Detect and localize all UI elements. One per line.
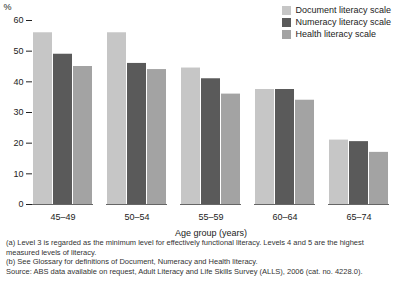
svg-text:0: 0 (18, 199, 23, 209)
html-text:Document literacy scale: Document literacy scale (295, 5, 391, 15)
svg-text:%: % (4, 2, 12, 12)
svg-text:Age group (years): Age group (years) (175, 228, 247, 238)
svg-text:55–59: 55–59 (198, 212, 223, 222)
svg-text:20: 20 (13, 138, 23, 148)
svg-text:40: 40 (13, 77, 23, 87)
svg-text:50: 50 (13, 46, 23, 56)
svg-text:30: 30 (13, 107, 23, 117)
svg-text:60: 60 (13, 15, 23, 25)
html-text:(b) See Glossary for definitio: (b) See Glossary for definitions of Docu… (6, 257, 258, 266)
html-text:Health literacy scale: Health literacy scale (295, 29, 376, 39)
svg-text:45–49: 45–49 (50, 212, 75, 222)
html-text:Source: ABS data available on: Source: ABS data available on request, A… (6, 266, 363, 276)
svg-text:50–54: 50–54 (124, 212, 149, 222)
html-text:Numeracy literacy scale: Numeracy literacy scale (295, 17, 391, 27)
svg-text:10: 10 (13, 169, 23, 179)
svg-text:60–64: 60–64 (272, 212, 297, 222)
html-text:(a) Level 3 is regarded as the: (a) Level 3 is regarded as the minimum l… (6, 238, 364, 257)
svg-text:65–74: 65–74 (346, 212, 371, 222)
